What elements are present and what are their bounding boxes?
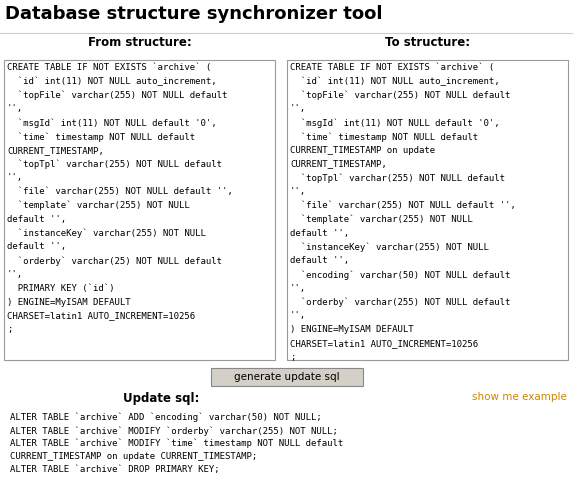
Text: CREATE TABLE IF NOT EXISTS `archive` (: CREATE TABLE IF NOT EXISTS `archive` ( xyxy=(290,63,494,72)
Text: `time` timestamp NOT NULL default: `time` timestamp NOT NULL default xyxy=(7,132,195,142)
Text: CURRENT_TIMESTAMP on update: CURRENT_TIMESTAMP on update xyxy=(290,146,435,155)
Text: `file` varchar(255) NOT NULL default '',: `file` varchar(255) NOT NULL default '', xyxy=(290,201,516,210)
Text: ALTER TABLE `archive` MODIFY `time` timestamp NOT NULL default: ALTER TABLE `archive` MODIFY `time` time… xyxy=(10,439,343,448)
Text: Update sql:: Update sql: xyxy=(123,392,199,405)
Text: CURRENT_TIMESTAMP on update CURRENT_TIMESTAMP;: CURRENT_TIMESTAMP on update CURRENT_TIME… xyxy=(10,452,257,461)
Text: From structure:: From structure: xyxy=(88,36,192,49)
Text: default '',: default '', xyxy=(7,215,66,224)
Text: `topFile` varchar(255) NOT NULL default: `topFile` varchar(255) NOT NULL default xyxy=(290,91,511,100)
Text: CREATE TABLE IF NOT EXISTS `archive` (: CREATE TABLE IF NOT EXISTS `archive` ( xyxy=(7,63,211,72)
Text: `orderby` varchar(255) NOT NULL default: `orderby` varchar(255) NOT NULL default xyxy=(290,298,511,307)
Text: '',: '', xyxy=(7,270,23,279)
Text: ;: ; xyxy=(7,325,13,334)
Text: `file` varchar(255) NOT NULL default '',: `file` varchar(255) NOT NULL default '', xyxy=(7,187,233,196)
Text: `msgId` int(11) NOT NULL default '0',: `msgId` int(11) NOT NULL default '0', xyxy=(7,118,217,128)
Text: CHARSET=latin1 AUTO_INCREMENT=10256: CHARSET=latin1 AUTO_INCREMENT=10256 xyxy=(290,339,478,348)
Text: ALTER TABLE `archive` ADD `encoding` varchar(50) NOT NULL;: ALTER TABLE `archive` ADD `encoding` var… xyxy=(10,413,322,422)
Text: `topTpl` varchar(255) NOT NULL default: `topTpl` varchar(255) NOT NULL default xyxy=(7,159,222,169)
Text: CURRENT_TIMESTAMP,: CURRENT_TIMESTAMP, xyxy=(7,146,104,155)
Text: generate update sql: generate update sql xyxy=(234,372,340,383)
Text: CHARSET=latin1 AUTO_INCREMENT=10256: CHARSET=latin1 AUTO_INCREMENT=10256 xyxy=(7,312,195,321)
Text: ;: ; xyxy=(290,353,295,362)
Text: CURRENT_TIMESTAMP,: CURRENT_TIMESTAMP, xyxy=(290,159,387,168)
Text: '',: '', xyxy=(290,187,306,196)
FancyBboxPatch shape xyxy=(287,60,568,360)
Text: default '',: default '', xyxy=(290,228,349,238)
Text: `id` int(11) NOT NULL auto_increment,: `id` int(11) NOT NULL auto_increment, xyxy=(7,77,217,86)
Text: PRIMARY KEY (`id`): PRIMARY KEY (`id`) xyxy=(7,284,115,293)
Text: default '',: default '', xyxy=(290,256,349,265)
Text: `id` int(11) NOT NULL auto_increment,: `id` int(11) NOT NULL auto_increment, xyxy=(290,77,500,86)
Text: `template` varchar(255) NOT NULL: `template` varchar(255) NOT NULL xyxy=(290,215,473,224)
FancyBboxPatch shape xyxy=(4,60,275,360)
Text: `orderby` varchar(25) NOT NULL default: `orderby` varchar(25) NOT NULL default xyxy=(7,256,222,266)
Text: `msgId` int(11) NOT NULL default '0',: `msgId` int(11) NOT NULL default '0', xyxy=(290,118,500,128)
Text: ) ENGINE=MyISAM DEFAULT: ) ENGINE=MyISAM DEFAULT xyxy=(7,298,131,307)
FancyBboxPatch shape xyxy=(211,368,363,386)
Text: '',: '', xyxy=(7,104,23,113)
Text: '',: '', xyxy=(290,104,306,113)
Text: `time` timestamp NOT NULL default: `time` timestamp NOT NULL default xyxy=(290,132,478,142)
Text: show me example: show me example xyxy=(472,392,567,402)
Text: '',: '', xyxy=(290,312,306,321)
Text: '',: '', xyxy=(290,284,306,293)
Text: ) ENGINE=MyISAM DEFAULT: ) ENGINE=MyISAM DEFAULT xyxy=(290,325,414,334)
Text: '',: '', xyxy=(7,173,23,182)
Text: To structure:: To structure: xyxy=(386,36,470,49)
Text: `instanceKey` varchar(255) NOT NULL: `instanceKey` varchar(255) NOT NULL xyxy=(7,228,206,238)
Text: `instanceKey` varchar(255) NOT NULL: `instanceKey` varchar(255) NOT NULL xyxy=(290,242,489,252)
Text: default '',: default '', xyxy=(7,242,66,252)
Text: `encoding` varchar(50) NOT NULL default: `encoding` varchar(50) NOT NULL default xyxy=(290,270,511,279)
Text: ALTER TABLE `archive` MODIFY `orderby` varchar(255) NOT NULL;: ALTER TABLE `archive` MODIFY `orderby` v… xyxy=(10,426,338,435)
Text: `template` varchar(255) NOT NULL: `template` varchar(255) NOT NULL xyxy=(7,201,190,211)
Text: Database structure synchronizer tool: Database structure synchronizer tool xyxy=(5,5,383,23)
Text: `topTpl` varchar(255) NOT NULL default: `topTpl` varchar(255) NOT NULL default xyxy=(290,173,505,183)
Text: `topFile` varchar(255) NOT NULL default: `topFile` varchar(255) NOT NULL default xyxy=(7,91,227,100)
Text: ALTER TABLE `archive` DROP PRIMARY KEY;: ALTER TABLE `archive` DROP PRIMARY KEY; xyxy=(10,465,219,474)
